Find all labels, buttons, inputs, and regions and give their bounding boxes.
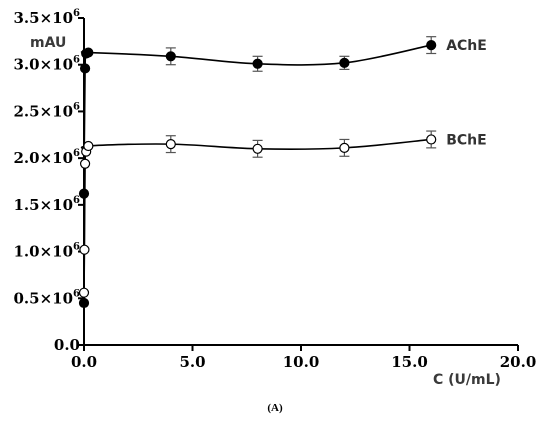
series-bche: BChE bbox=[78, 130, 487, 298]
y-tick-label: 0.5×106 bbox=[13, 288, 80, 307]
series-label: BChE bbox=[446, 132, 486, 148]
y-unit-label: mAU bbox=[30, 35, 66, 51]
x-tick-label: 5.0 bbox=[179, 353, 205, 371]
axes bbox=[83, 18, 518, 346]
data-point bbox=[79, 158, 91, 169]
figure-caption: (A) bbox=[267, 402, 283, 414]
data-point bbox=[79, 244, 90, 255]
data-point bbox=[426, 39, 437, 51]
series-ache: AChE bbox=[78, 36, 487, 309]
data-point bbox=[165, 51, 176, 62]
x-tick-label: 20.0 bbox=[500, 353, 537, 371]
data-point bbox=[79, 63, 91, 74]
data-point bbox=[78, 287, 90, 298]
series-label: AChE bbox=[446, 38, 487, 54]
data-point bbox=[339, 57, 350, 68]
x-tick-label: 0.0 bbox=[71, 353, 97, 371]
series-line bbox=[80, 138, 432, 293]
y-axis-ticks: 0.0 0.5×106 1.0×106 1.5×106 2.0×106 2.5×106 3.… bbox=[13, 8, 84, 354]
y-tick-label: 3.5×106 bbox=[13, 8, 80, 27]
y-tick-label: 1.5×106 bbox=[13, 195, 80, 214]
data-point bbox=[252, 143, 263, 154]
y-tick-label: 2.0×106 bbox=[13, 148, 80, 167]
data-point bbox=[426, 134, 437, 145]
x-axis-label: C (U/mL) bbox=[433, 372, 501, 388]
y-tick-label: 2.5×106 bbox=[13, 101, 80, 120]
x-axis-ticks: 0.0 5.0 10.0 15.0 20.0 bbox=[71, 345, 536, 371]
y-tick-label: 1.0×106 bbox=[13, 242, 80, 261]
series-line bbox=[80, 44, 432, 303]
data-point bbox=[78, 297, 90, 309]
x-tick-label: 10.0 bbox=[283, 353, 320, 371]
x-tick-label: 15.0 bbox=[391, 353, 428, 371]
y-tick-label: 0.0 bbox=[54, 336, 80, 354]
data-point bbox=[252, 58, 263, 69]
data-point bbox=[339, 142, 350, 153]
data-point bbox=[83, 140, 94, 152]
data-point bbox=[83, 47, 94, 58]
series-layer: AChE BChE bbox=[78, 36, 487, 309]
y-tick-label: 3.0×106 bbox=[13, 55, 80, 74]
data-point bbox=[165, 139, 176, 150]
